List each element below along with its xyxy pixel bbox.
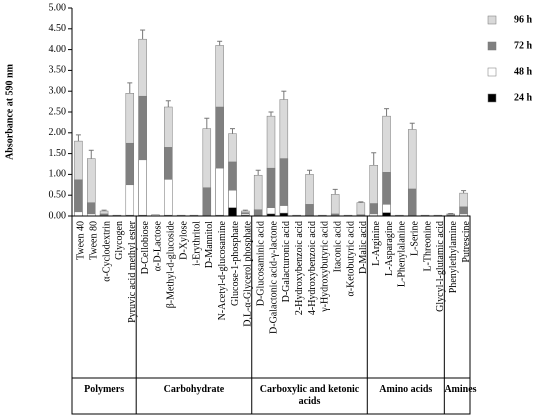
- x-tick-label: D-Xylose: [178, 220, 189, 259]
- x-tick-label: L-Arginine: [371, 220, 382, 265]
- x-tick-label: Itaconic acid: [332, 221, 343, 272]
- x-tick-label: Putrescine: [461, 220, 472, 262]
- x-tick-label: Glucose-1-phosphate: [230, 220, 241, 306]
- legend-swatch: [487, 93, 497, 103]
- x-tick-label: D-Malic acid: [358, 221, 369, 274]
- group-label: Amino acids: [379, 384, 433, 395]
- group-label: Carbohydrate: [163, 384, 225, 395]
- legend-swatch: [487, 41, 497, 51]
- y-tick-label: 1.50: [49, 148, 67, 159]
- x-tick-label: L-Asparagine: [384, 220, 395, 276]
- group-label: Amines: [444, 384, 477, 395]
- bar: [74, 179, 83, 217]
- y-tick-label: 0.00: [49, 210, 67, 221]
- y-tick-label: 3.00: [49, 85, 67, 96]
- bar: [202, 187, 212, 217]
- bar: [138, 159, 147, 217]
- y-tick-label: 0.50: [49, 189, 67, 200]
- x-tick-label: α-D-Lactose: [153, 220, 164, 271]
- x-tick-label: D-Galactonic acid-γ-lactone: [268, 220, 279, 334]
- x-tick-label: L-Threonine: [422, 220, 433, 271]
- x-tick-label: D,L-α-Glycerol phosphate: [243, 220, 254, 326]
- y-tick-label: 2.50: [49, 106, 67, 117]
- x-tick-label: Phenylethylamine: [448, 220, 459, 293]
- y-axis-title: Absorbance at 590 nm: [4, 63, 15, 160]
- y-tick-label: 2.00: [49, 127, 67, 138]
- y-tick-label: 4.50: [49, 23, 67, 34]
- x-tick-label: D-Mannitol: [204, 221, 215, 268]
- x-tick-label: L-Serine: [410, 220, 421, 256]
- x-tick-label: Glycyl-l-glutamic acid: [435, 221, 446, 312]
- x-tick-label: Glycogen: [114, 221, 125, 260]
- bar: [215, 167, 224, 217]
- bar: [228, 207, 237, 217]
- y-tick-label: 4.00: [49, 44, 67, 55]
- x-tick-label: 2-Hydroxybenzoic acid: [294, 221, 305, 315]
- x-tick-label: D-Galacturonic acid: [281, 221, 292, 302]
- x-tick-label: Pyruvic acid methyl ester: [127, 220, 138, 323]
- x-tick-label: γ-Hydroxybutyric acid: [320, 221, 331, 313]
- bar: [125, 184, 135, 217]
- bar: [330, 194, 340, 217]
- legend-label: 24 h: [514, 92, 533, 103]
- legend-label: 72 h: [514, 40, 533, 51]
- x-tick-label: i-Erythritol: [191, 221, 202, 266]
- x-tick-label: Tween 80: [89, 221, 100, 260]
- legend-label: 96 h: [514, 14, 533, 25]
- legend-swatch: [487, 15, 497, 25]
- x-tick-label: D-Glucosaminic acid: [255, 221, 266, 306]
- x-tick-label: L-Phenylalanine: [397, 220, 408, 287]
- bar: [407, 188, 417, 217]
- x-tick-label: D-Cellobiose: [140, 220, 151, 274]
- x-tick-label: N-Acetyl-d-glucosamine: [217, 220, 228, 320]
- y-tick-label: 1.00: [49, 169, 67, 180]
- group-label: Polymers: [84, 384, 125, 395]
- x-tick-label: α-Ketobutyric acid: [345, 221, 356, 297]
- y-tick-label: 3.50: [49, 65, 67, 76]
- x-tick-label: 4-Hydroxybenzoic acid: [307, 221, 318, 315]
- bar: [164, 179, 173, 217]
- bar: [305, 204, 314, 217]
- y-tick-label: 5.00: [49, 2, 67, 13]
- bar: [74, 211, 83, 217]
- x-tick-label: β-Methyl-d-glucoside: [166, 220, 177, 308]
- group-label: Carboxylic and ketonic acids: [259, 384, 360, 407]
- bar: [356, 202, 366, 217]
- x-tick-label: α-Cyclodextrin: [101, 221, 112, 282]
- legend-label: 48 h: [514, 66, 533, 77]
- legend-swatch: [487, 67, 497, 77]
- x-tick-label: Tween 40: [76, 221, 87, 260]
